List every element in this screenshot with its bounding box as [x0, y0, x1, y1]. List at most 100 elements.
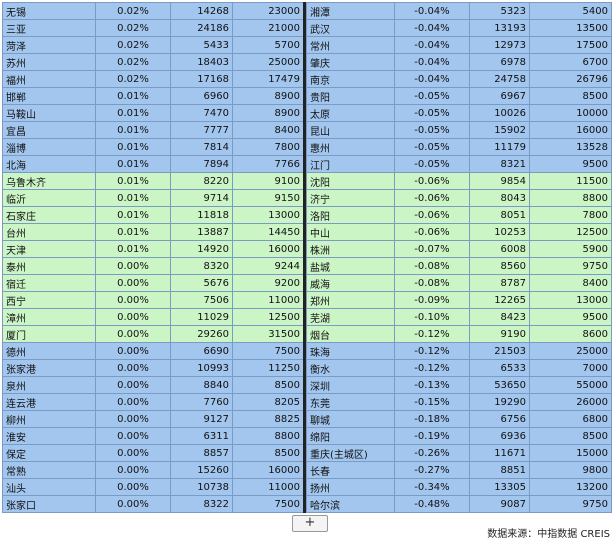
value-cell: 8400	[232, 121, 305, 139]
city-cell: 哈尔滨	[306, 495, 395, 513]
row: 珠海 -0.12% 21503 25000	[306, 342, 612, 360]
row: 乌鲁木齐 0.01% 8220 9100	[2, 172, 305, 190]
city-cell: 芜湖	[306, 308, 395, 326]
value-cell: 24758	[469, 70, 530, 88]
change-cell: 0.00%	[95, 461, 171, 479]
value-cell: 10026	[469, 104, 530, 122]
change-cell: 0.00%	[95, 410, 171, 428]
value-cell: 13500	[529, 19, 612, 37]
row: 无锡 0.02% 14268 23000	[2, 2, 305, 20]
row: 泉州 0.00% 8840 8500	[2, 376, 305, 394]
row: 连云港 0.00% 7760 8205	[2, 393, 305, 411]
value-cell: 9200	[232, 274, 305, 292]
row: 重庆(主城区) -0.26% 11671 15000	[306, 444, 612, 462]
value-cell: 8220	[170, 172, 233, 190]
city-cell: 天津	[2, 240, 96, 258]
value-cell: 7760	[170, 393, 233, 411]
value-cell: 9750	[529, 495, 612, 513]
row: 中山 -0.06% 10253 12500	[306, 223, 612, 241]
value-cell: 12265	[469, 291, 530, 309]
value-cell: 9714	[170, 189, 233, 207]
value-cell: 10738	[170, 478, 233, 496]
change-cell: 0.01%	[95, 138, 171, 156]
change-cell: 0.00%	[95, 274, 171, 292]
change-cell: -0.05%	[394, 87, 470, 105]
row: 漳州 0.00% 11029 12500	[2, 308, 305, 326]
change-cell: 0.02%	[95, 53, 171, 71]
row: 临沂 0.01% 9714 9150	[2, 189, 305, 207]
city-cell: 中山	[306, 223, 395, 241]
value-cell: 9500	[529, 308, 612, 326]
value-cell: 7470	[170, 104, 233, 122]
row: 株洲 -0.07% 6008 5900	[306, 240, 612, 258]
row: 太原 -0.05% 10026 10000	[306, 104, 612, 122]
value-cell: 8322	[170, 495, 233, 513]
row: 北海 0.01% 7894 7766	[2, 155, 305, 173]
value-cell: 17479	[232, 70, 305, 88]
value-cell: 6978	[469, 53, 530, 71]
value-cell: 6800	[529, 410, 612, 428]
value-cell: 9750	[529, 257, 612, 275]
change-cell: -0.04%	[394, 53, 470, 71]
value-cell: 7800	[232, 138, 305, 156]
row: 德州 0.00% 6690 7500	[2, 342, 305, 360]
value-cell: 23000	[232, 2, 305, 20]
city-cell: 宜昌	[2, 121, 96, 139]
change-cell: -0.08%	[394, 257, 470, 275]
change-cell: 0.01%	[95, 104, 171, 122]
city-cell: 泉州	[2, 376, 96, 394]
value-cell: 6967	[469, 87, 530, 105]
value-cell: 8560	[469, 257, 530, 275]
value-cell: 5900	[529, 240, 612, 258]
change-cell: 0.00%	[95, 308, 171, 326]
value-cell: 9150	[232, 189, 305, 207]
change-cell: -0.04%	[394, 70, 470, 88]
value-cell: 6960	[170, 87, 233, 105]
change-cell: 0.02%	[95, 19, 171, 37]
value-cell: 5433	[170, 36, 233, 54]
value-cell: 7500	[232, 495, 305, 513]
value-cell: 6533	[469, 359, 530, 377]
change-cell: -0.06%	[394, 189, 470, 207]
row: 石家庄 0.01% 11818 13000	[2, 206, 305, 224]
row: 泰州 0.00% 8320 9244	[2, 257, 305, 275]
value-cell: 31500	[232, 325, 305, 343]
row: 宿迁 0.00% 5676 9200	[2, 274, 305, 292]
add-sheet-button[interactable]: +	[292, 515, 328, 532]
row: 武汉 -0.04% 13193 13500	[306, 19, 612, 37]
city-cell: 惠州	[306, 138, 395, 156]
change-cell: -0.19%	[394, 427, 470, 445]
change-cell: 0.01%	[95, 206, 171, 224]
city-cell: 聊城	[306, 410, 395, 428]
value-cell: 9854	[469, 172, 530, 190]
value-cell: 8400	[529, 274, 612, 292]
row: 淄博 0.01% 7814 7800	[2, 138, 305, 156]
value-cell: 8787	[469, 274, 530, 292]
city-cell: 洛阳	[306, 206, 395, 224]
value-cell: 14920	[170, 240, 233, 258]
value-cell: 7894	[170, 155, 233, 173]
value-cell: 9244	[232, 257, 305, 275]
value-cell: 11000	[232, 291, 305, 309]
city-cell: 三亚	[2, 19, 96, 37]
row: 贵阳 -0.05% 6967 8500	[306, 87, 612, 105]
value-cell: 12500	[529, 223, 612, 241]
city-cell: 济宁	[306, 189, 395, 207]
value-cell: 11250	[232, 359, 305, 377]
city-cell: 贵阳	[306, 87, 395, 105]
row: 天津 0.01% 14920 16000	[2, 240, 305, 258]
change-cell: -0.06%	[394, 206, 470, 224]
row: 台州 0.01% 13887 14450	[2, 223, 305, 241]
value-cell: 9087	[469, 495, 530, 513]
change-cell: -0.08%	[394, 274, 470, 292]
row: 常州 -0.04% 12973 17500	[306, 36, 612, 54]
value-cell: 8840	[170, 376, 233, 394]
row: 盐城 -0.08% 8560 9750	[306, 257, 612, 275]
city-cell: 沈阳	[306, 172, 395, 190]
value-cell: 8851	[469, 461, 530, 479]
value-cell: 9190	[469, 325, 530, 343]
change-cell: -0.04%	[394, 19, 470, 37]
change-cell: -0.26%	[394, 444, 470, 462]
value-cell: 55000	[529, 376, 612, 394]
change-cell: 0.00%	[95, 495, 171, 513]
